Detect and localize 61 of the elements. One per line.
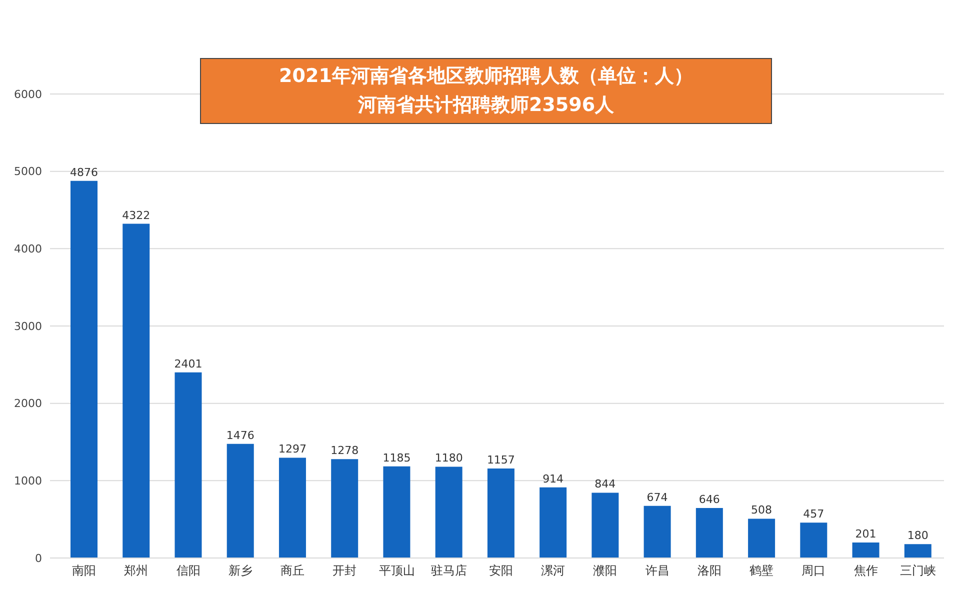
bar: [592, 492, 619, 558]
x-tick-label: 郑州: [124, 564, 148, 578]
x-tick-label: 安阳: [489, 564, 513, 578]
data-label: 1297: [278, 442, 306, 456]
x-tick-label: 三门峡: [900, 564, 936, 578]
data-label: 1157: [486, 454, 515, 467]
y-tick-label: 2000: [14, 397, 42, 410]
bar: [435, 466, 462, 558]
data-label: 201: [855, 527, 876, 540]
data-label: 1476: [226, 428, 254, 442]
bar: [644, 506, 671, 558]
data-label: 674: [646, 490, 668, 504]
y-tick-label: 6000: [14, 88, 42, 101]
data-label: 2401: [174, 357, 202, 370]
data-label: 914: [542, 472, 564, 486]
bar: [122, 224, 150, 558]
bar: [174, 372, 202, 558]
x-tick-label: 洛阳: [697, 564, 722, 578]
bar: [540, 487, 567, 558]
bar: [70, 180, 98, 558]
data-label: 1180: [434, 452, 463, 465]
x-tick-label: 南阳: [72, 564, 96, 578]
y-tick-label: 5000: [14, 165, 42, 178]
bar: [904, 544, 932, 558]
title-banner: 2021年河南省各地区教师招聘人数（单位：人） 河南省共计招聘教师23596人: [200, 58, 772, 124]
x-tick-label: 新乡: [228, 564, 252, 578]
x-tick-label: 平顶山: [378, 564, 415, 578]
bar: [487, 468, 514, 558]
bar: [852, 542, 880, 558]
chart-title: 2021年河南省各地区教师招聘人数（单位：人）: [278, 64, 694, 89]
bar: [696, 508, 723, 558]
x-tick-label: 周口: [802, 564, 826, 578]
bar: [226, 444, 254, 558]
data-label: 1278: [330, 444, 359, 458]
data-label: 180: [907, 529, 928, 542]
y-tick-label: 1000: [14, 474, 42, 488]
y-tick-label: 3000: [14, 320, 42, 333]
data-label: 4322: [122, 208, 150, 222]
x-tick-label: 漯河: [541, 564, 566, 578]
x-tick-label: 商丘: [280, 564, 305, 578]
x-tick-label: 驻马店: [430, 564, 467, 578]
x-tick-label: 焦作: [854, 564, 878, 578]
data-label: 844: [594, 478, 616, 491]
x-tick-label: 鹤壁: [750, 564, 774, 578]
bar: [800, 522, 828, 558]
bar: [383, 466, 410, 558]
bar: [331, 459, 358, 558]
bar: [748, 518, 776, 558]
x-tick-label: 开封: [332, 564, 357, 578]
x-tick-label: 信阳: [176, 564, 200, 578]
y-tick-label: 4000: [14, 242, 42, 256]
x-tick-label: 濮阳: [593, 564, 618, 578]
bar: [278, 458, 306, 558]
y-tick-label: 0: [35, 552, 42, 565]
data-label: 457: [803, 508, 824, 521]
data-label: 508: [751, 504, 772, 517]
data-label: 1185: [382, 451, 411, 464]
x-tick-label: 许昌: [645, 564, 670, 578]
data-label: 4876: [70, 166, 98, 179]
data-label: 646: [698, 493, 720, 506]
chart-subtitle: 河南省共计招聘教师23596人: [356, 93, 616, 118]
